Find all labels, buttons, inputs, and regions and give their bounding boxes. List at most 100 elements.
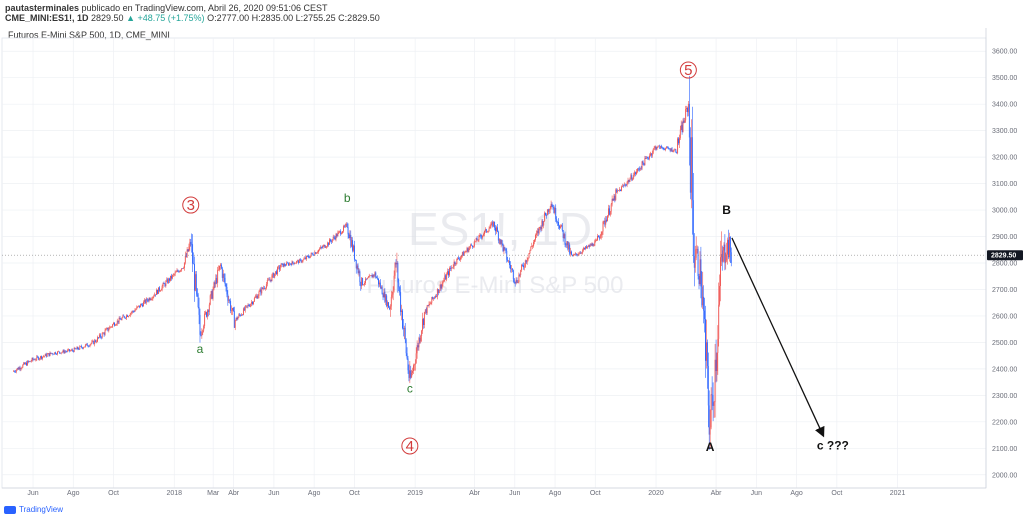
candle-body: [685, 109, 687, 121]
candle-body: [438, 290, 440, 294]
candle-body: [575, 253, 577, 255]
candle-body: [507, 259, 509, 262]
candle-body: [402, 328, 404, 330]
candle-body: [28, 361, 30, 362]
candle-body: [657, 145, 659, 148]
candle-body: [720, 257, 721, 287]
candle-body: [373, 274, 375, 276]
candle-body: [238, 314, 240, 318]
candle-body: [519, 274, 521, 276]
candle-body: [91, 341, 93, 344]
candle-body: [40, 356, 42, 359]
candle-body: [50, 352, 52, 354]
candle-body: [209, 295, 211, 305]
candle-body: [370, 275, 372, 276]
candle-body: [70, 349, 72, 351]
candle-body: [34, 359, 36, 361]
candle-body: [479, 235, 481, 236]
candle-body: [288, 263, 290, 266]
candle-body: [372, 274, 374, 278]
candle-body: [441, 283, 443, 289]
candle-body: [471, 244, 473, 246]
candle-body: [503, 247, 505, 251]
candle-body: [517, 282, 519, 283]
candle-body: [562, 230, 564, 239]
candle-body: [31, 358, 33, 362]
candle-body: [612, 198, 614, 201]
candle-body: [340, 230, 342, 235]
candle-body: [185, 255, 187, 257]
x-tick-label: 2018: [166, 490, 182, 497]
candle-body: [664, 149, 665, 150]
candle-body: [383, 291, 385, 298]
candle-body: [714, 359, 716, 403]
candle-body: [297, 260, 298, 262]
candle-body: [335, 234, 337, 240]
candle-body: [36, 356, 38, 360]
candle-body: [170, 275, 171, 281]
candle-body: [431, 296, 433, 303]
candle-body: [472, 245, 473, 247]
candle-body: [729, 236, 731, 253]
candle-body: [656, 147, 658, 150]
candle-body: [433, 297, 435, 299]
candle-body: [720, 254, 722, 258]
candle-body: [232, 307, 234, 312]
candle-body: [102, 332, 104, 334]
candle-body: [437, 289, 439, 294]
candle-body: [201, 332, 203, 336]
candle-body: [694, 257, 696, 268]
candle-body: [416, 345, 418, 354]
candle-body: [26, 361, 28, 366]
candle-body: [246, 305, 248, 307]
candle-body: [254, 296, 256, 298]
candle-body: [636, 171, 637, 175]
candle-body: [482, 235, 484, 238]
candle-body: [677, 138, 679, 154]
candle-body: [317, 252, 319, 253]
x-tick-label: Jun: [27, 490, 38, 497]
candle-body: [459, 258, 461, 260]
candle-body: [559, 226, 561, 229]
candle-body: [610, 204, 612, 212]
candle-body: [417, 345, 419, 348]
candle-body: [182, 268, 184, 269]
candle-body: [132, 311, 134, 312]
x-axis: Jun Ago Oct 2018 Mar Abr Jun Ago Oct 2019 Abr Jun Ag…: [2, 487, 986, 497]
watermark-symbol: ES1!, 1D: [408, 203, 592, 255]
candle-body: [80, 346, 82, 347]
candle-body: [631, 175, 633, 180]
candle-body: [339, 230, 341, 232]
publisher-name: pautasterminales: [5, 3, 80, 13]
y-tick-label: 2500.00: [992, 340, 1017, 347]
candle-body: [456, 258, 458, 264]
candle-body: [582, 250, 584, 253]
candle-body: [336, 234, 338, 237]
candle-body: [287, 263, 289, 266]
candle-body: [613, 195, 615, 201]
candle-body: [176, 270, 178, 272]
candle-body: [101, 333, 103, 338]
candle-body: [617, 190, 619, 192]
candle-body: [337, 232, 339, 237]
candle-body: [376, 277, 378, 279]
candle-body: [93, 340, 95, 345]
candle-body: [199, 314, 201, 335]
candle-body: [52, 353, 54, 355]
candle-body: [392, 290, 394, 295]
candle-body: [393, 275, 395, 291]
candle-body: [318, 248, 320, 250]
candle-body: [37, 356, 39, 358]
candle-body: [354, 259, 356, 261]
candle-body: [464, 251, 466, 253]
candle-body: [323, 245, 325, 246]
candle-body: [179, 270, 181, 273]
candle-body: [47, 353, 49, 355]
candle-body: [695, 249, 697, 258]
candle-body: [58, 351, 60, 353]
candle-body: [409, 370, 411, 378]
candle-body: [728, 239, 729, 258]
candle-body: [662, 147, 664, 149]
publish-info: publicado en TradingView.com, Abril 26, …: [81, 3, 328, 13]
